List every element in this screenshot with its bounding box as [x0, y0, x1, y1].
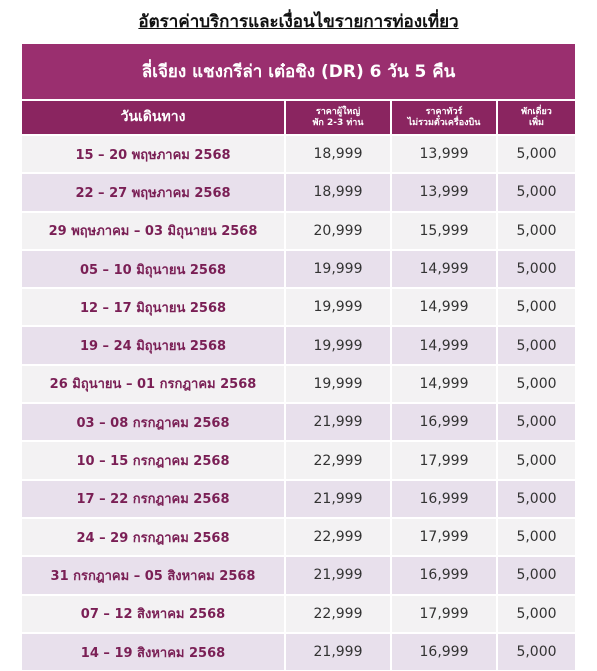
price: 21,999	[286, 404, 390, 441]
table-row: 24 – 29 กรกฎาคม 2568 22,999 17,999 5,000	[22, 518, 575, 556]
price: 5,000	[498, 480, 575, 517]
column-header: วันเดินทาง	[22, 101, 284, 134]
table-row: 15 – 20 พฤษภาคม 2568 18,999 13,999 5,000	[22, 136, 575, 173]
price: 14,999	[392, 327, 496, 364]
travel-date: 12 – 17 มิถุนายน 2568	[22, 289, 284, 326]
travel-date: 19 – 24 มิถุนายน 2568	[22, 327, 284, 364]
price: 14,999	[392, 289, 496, 326]
header-line: ไม่รวมตั๋วเครื่องบิน	[407, 117, 481, 128]
header-line: วันเดินทาง	[120, 109, 186, 125]
price: 19,999	[286, 250, 390, 288]
price: 14,999	[392, 365, 496, 403]
price: 21,999	[286, 557, 390, 594]
table-row: 17 – 22 กรกฎาคม 2568 21,999 16,999 5,000	[22, 480, 575, 517]
table-row: 29 พฤษภาคม – 03 มิถุนายน 2568 20,999 15,99…	[22, 212, 575, 249]
price: 5,000	[498, 212, 575, 249]
price: 18,999	[286, 174, 390, 211]
column-header: พักเดี่ยว เพิ่ม	[498, 101, 575, 134]
header-line: ราคาทัวร์	[425, 106, 463, 117]
price: 14,999	[392, 250, 496, 288]
header-line: พักเดี่ยว	[521, 106, 552, 117]
table-row: 05 – 10 มิถุนายน 2568 19,999 14,999 5,000	[22, 250, 575, 288]
travel-date: 17 – 22 กรกฎาคม 2568	[22, 480, 284, 517]
price: 5,000	[498, 289, 575, 326]
price: 18,999	[286, 136, 390, 173]
travel-date: 10 – 15 กรกฎาคม 2568	[22, 442, 284, 479]
header-row: วันเดินทาง ราคาผู้ใหญ่ พัก 2-3 ท่าน ราคาทัว…	[22, 101, 575, 134]
travel-date: 14 – 19 สิงหาคม 2568	[22, 633, 284, 671]
price: 5,000	[498, 442, 575, 479]
price: 22,999	[286, 595, 390, 632]
travel-date: 05 – 10 มิถุนายน 2568	[22, 250, 284, 288]
price: 5,000	[498, 595, 575, 632]
price: 19,999	[286, 365, 390, 403]
price: 19,999	[286, 289, 390, 326]
table-row: 03 – 08 กรกฎาคม 2568 21,999 16,999 5,000	[22, 404, 575, 441]
price-table: ลี่เจียง แชงกรีล่า เต๋อชิง (DR) 6 วัน 5 …	[22, 44, 575, 671]
page-title: อัตราค่าบริการและเงื่อนไขรายการท่องเที่ย…	[138, 12, 459, 32]
price: 17,999	[392, 595, 496, 632]
travel-date: 26 มิถุนายน – 01 กรกฎาคม 2568	[22, 365, 284, 403]
price: 16,999	[392, 480, 496, 517]
price: 5,000	[498, 518, 575, 556]
travel-date: 31 กรกฎาคม – 05 สิงหาคม 2568	[22, 557, 284, 594]
price: 5,000	[498, 557, 575, 594]
table-row: 12 – 17 มิถุนายน 2568 19,999 14,999 5,000	[22, 289, 575, 326]
travel-date: 22 – 27 พฤษภาคม 2568	[22, 174, 284, 211]
table-row: 14 – 19 สิงหาคม 2568 21,999 16,999 5,000	[22, 633, 575, 671]
travel-date: 29 พฤษภาคม – 03 มิถุนายน 2568	[22, 212, 284, 249]
price: 5,000	[498, 174, 575, 211]
price: 17,999	[392, 442, 496, 479]
travel-date: 03 – 08 กรกฎาคม 2568	[22, 404, 284, 441]
price: 21,999	[286, 633, 390, 671]
price: 21,999	[286, 480, 390, 517]
column-header: ราคาทัวร์ ไม่รวมตั๋วเครื่องบิน	[392, 101, 496, 134]
price: 22,999	[286, 442, 390, 479]
header-line: เพิ่ม	[529, 117, 544, 128]
price: 16,999	[392, 404, 496, 441]
price: 16,999	[392, 557, 496, 594]
price: 5,000	[498, 365, 575, 403]
price: 5,000	[498, 404, 575, 441]
price: 5,000	[498, 633, 575, 671]
price: 15,999	[392, 212, 496, 249]
table-caption: ลี่เจียง แชงกรีล่า เต๋อชิง (DR) 6 วัน 5 …	[22, 44, 575, 99]
table-row: 07 – 12 สิงหาคม 2568 22,999 17,999 5,000	[22, 595, 575, 632]
price: 17,999	[392, 518, 496, 556]
table-row: 19 – 24 มิถุนายน 2568 19,999 14,999 5,000	[22, 327, 575, 364]
price: 5,000	[498, 327, 575, 364]
column-header: ราคาผู้ใหญ่ พัก 2-3 ท่าน	[286, 101, 390, 134]
price: 5,000	[498, 136, 575, 173]
travel-date: 15 – 20 พฤษภาคม 2568	[22, 136, 284, 173]
table-row: 22 – 27 พฤษภาคม 2568 18,999 13,999 5,000	[22, 174, 575, 211]
price: 13,999	[392, 136, 496, 173]
travel-date: 24 – 29 กรกฎาคม 2568	[22, 518, 284, 556]
travel-date: 07 – 12 สิงหาคม 2568	[22, 595, 284, 632]
price: 5,000	[498, 250, 575, 288]
price: 16,999	[392, 633, 496, 671]
table-row: 31 กรกฎาคม – 05 สิงหาคม 2568 21,999 16,999…	[22, 557, 575, 594]
header-line: พัก 2-3 ท่าน	[312, 117, 364, 128]
price: 19,999	[286, 327, 390, 364]
price: 20,999	[286, 212, 390, 249]
table-row: 10 – 15 กรกฎาคม 2568 22,999 17,999 5,000	[22, 442, 575, 479]
table-row: 26 มิถุนายน – 01 กรกฎาคม 2568 19,999 14,99…	[22, 365, 575, 403]
price: 22,999	[286, 518, 390, 556]
price: 13,999	[392, 174, 496, 211]
header-line: ราคาผู้ใหญ่	[315, 106, 361, 117]
